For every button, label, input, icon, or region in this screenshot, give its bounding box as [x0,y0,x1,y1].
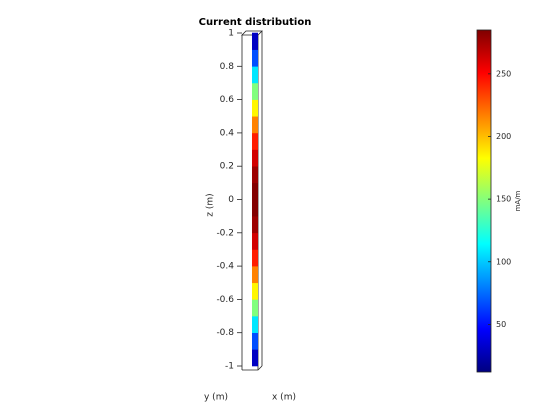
current-segment [252,182,258,200]
colorbar-tick-label: 100 [496,257,511,266]
z-tick-label: 0.4 [220,128,235,138]
chart-title: Current distribution [199,17,312,28]
z-tick-label: 0.2 [220,162,234,172]
current-segment [252,215,258,234]
z-axis-label: z (m) [206,193,216,216]
current-segment [252,115,258,134]
current-segment [252,149,258,167]
current-segment [252,32,258,50]
current-segment [252,132,258,150]
z-tick-label: -0.8 [216,328,234,338]
z-tick-label: -0.6 [216,295,234,305]
current-segment [252,265,258,284]
z-tick-label: 0 [228,195,234,205]
z-tick-label: -0.4 [216,262,234,272]
z-tick-label: -1 [225,362,234,372]
z-tick-label: 0.6 [220,95,235,105]
colorbar-tick-label: 250 [496,69,511,78]
current-segment [252,82,258,100]
colorbar [476,29,492,373]
current-segment [252,165,258,184]
current-segment [252,299,258,317]
x-axis-label: x (m) [272,393,296,403]
current-segment [252,249,258,267]
current-segment [252,99,258,117]
current-segment [252,232,258,250]
colorbar-tick-label: 200 [496,132,511,141]
colorbar-label: mA/m [514,190,522,211]
current-segment [252,66,258,84]
current-segment [252,349,258,367]
z-tick-label: 0.8 [220,62,235,72]
current-segment [252,332,258,350]
z-tick-label: -0.2 [216,228,234,238]
colorbar-tick-label: 150 [496,195,511,204]
y-axis-label: y (m) [204,393,228,403]
current-segment [252,282,258,300]
z-tick-label: 1 [228,29,234,39]
current-segment [252,49,258,67]
colorbar-tick-label: 50 [496,320,506,329]
current-segment [252,315,258,333]
current-segment [252,199,258,217]
